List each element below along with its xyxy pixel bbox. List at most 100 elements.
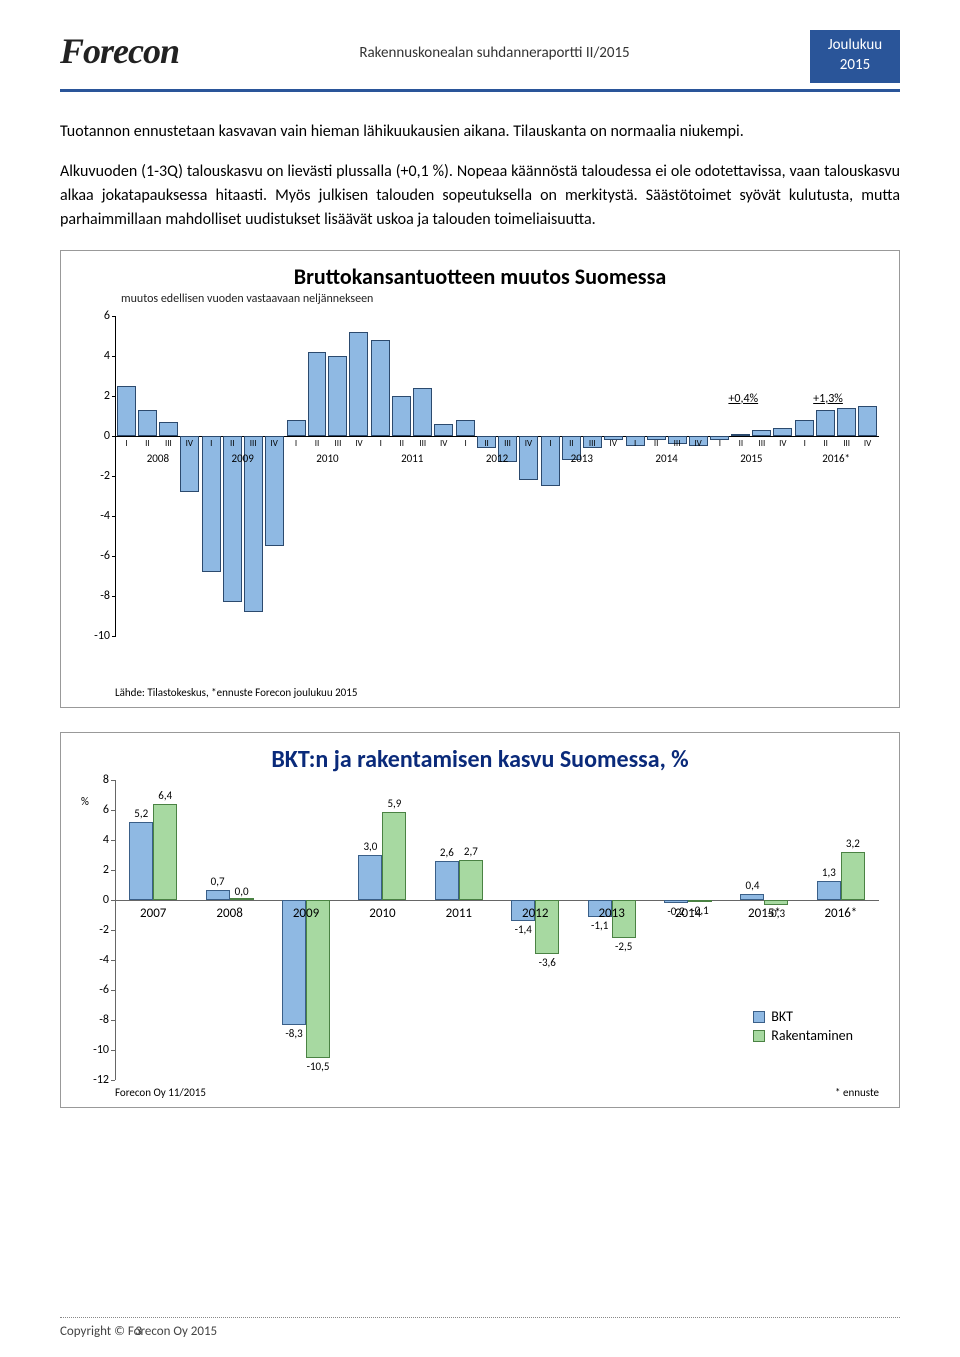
- chart2-year-label: 2015*: [726, 906, 802, 921]
- chart1-quarter-label: IV: [689, 438, 708, 449]
- chart1-year-label: 2015: [709, 452, 793, 465]
- chart1-quarter-label: III: [244, 438, 263, 449]
- chart1-bar: [752, 430, 771, 436]
- chart1-quarter-label: I: [117, 438, 136, 449]
- chart2-value-label: -8,3: [279, 1027, 309, 1040]
- chart1-bar: [328, 356, 347, 436]
- chart2-bar: [764, 900, 788, 905]
- chart2-bar: [382, 812, 406, 901]
- chart1-year-label: 2016*: [794, 452, 878, 465]
- paragraph-2: Alkuvuoden (1-3Q) talouskasvu on lieväst…: [60, 160, 900, 232]
- chart1-bar: [456, 420, 475, 436]
- chart2-footer-left: Forecon Oy 11/2015: [115, 1086, 206, 1099]
- chart2-value-label: -10,5: [303, 1060, 333, 1073]
- page-number: 3: [135, 1324, 142, 1339]
- chart2-ytick: 8: [77, 773, 109, 787]
- chart2-value-label: -1,4: [508, 923, 538, 936]
- chart1-bar: [837, 408, 856, 436]
- chart1-bar: [287, 420, 306, 436]
- chart2-legend: BKT Rakentaminen: [747, 1002, 859, 1050]
- chart2-bar: [230, 898, 254, 900]
- chart2-ytick: -6: [77, 983, 109, 997]
- chart1-quarter-label: III: [837, 438, 856, 449]
- chart2-year-label: 2014: [650, 906, 726, 921]
- chart1-quarter-label: III: [668, 438, 687, 449]
- chart1-quarter-label: IV: [519, 438, 538, 449]
- chart1-bar: [138, 410, 157, 436]
- page-header: Forecon Rakennuskonealan suhdanneraportt…: [60, 30, 900, 92]
- chart2-footer-right: * ennuste: [835, 1086, 879, 1099]
- chart2-ytick: 2: [77, 863, 109, 877]
- chart1-quarter-label: III: [159, 438, 178, 449]
- chart2-bar: [129, 822, 153, 900]
- chart1-bar: [773, 428, 792, 436]
- chart1-bar: [795, 420, 814, 436]
- chart1-ytick: 0: [78, 429, 110, 443]
- badge-month: Joulukuu: [824, 36, 886, 56]
- chart2-year-label: 2011: [421, 906, 497, 921]
- chart1-ytick: 6: [78, 309, 110, 323]
- chart1-bar: [413, 388, 432, 436]
- chart1-bar: [858, 406, 877, 436]
- chart1-quarter-label: III: [328, 438, 347, 449]
- chart1-title: Bruttokansantuotteen muutos Suomessa: [71, 263, 889, 290]
- chart1-quarter-label: IV: [604, 438, 623, 449]
- chart1-bar: [349, 332, 368, 436]
- chart1-ytick: -10: [78, 629, 110, 643]
- chart1-quarter-label: IV: [180, 438, 199, 449]
- chart1-bar: [816, 410, 835, 436]
- chart1-annotation: +0,4%: [726, 392, 760, 406]
- chart1-quarter-label: II: [308, 438, 327, 449]
- chart1-bar: [371, 340, 390, 436]
- chart1-quarter-label: I: [795, 438, 814, 449]
- chart2-ytick: -10: [77, 1043, 109, 1057]
- chart1-subtitle: muutos edellisen vuoden vastaavaan neljä…: [121, 292, 889, 306]
- legend-item: BKT: [753, 1008, 853, 1025]
- chart2-ytick: -4: [77, 953, 109, 967]
- paragraph-1: Tuotannon ennustetaan kasvavan vain hiem…: [60, 120, 900, 144]
- chart2-year-label: 2013: [573, 906, 649, 921]
- chart1-quarter-label: II: [647, 438, 666, 449]
- chart1-bar: [159, 422, 178, 436]
- badge-year: 2015: [824, 56, 886, 76]
- logo: Forecon: [60, 30, 179, 72]
- chart1-source: Lähde: Tilastokeskus, *ennuste Forecon j…: [115, 686, 889, 699]
- chart2-year-label: 2007: [115, 906, 191, 921]
- legend-swatch: [753, 1011, 765, 1023]
- chart1-quarter-label: II: [477, 438, 496, 449]
- chart1-year-label: 2014: [625, 452, 709, 465]
- chart1-quarter-label: I: [456, 438, 475, 449]
- chart2-value-label: 1,3: [814, 866, 844, 879]
- chart2-year-label: 2008: [191, 906, 267, 921]
- chart1-bar: [434, 424, 453, 436]
- chart2-value-label: 0,4: [737, 879, 767, 892]
- chart1-year-label: 2010: [286, 452, 370, 465]
- chart1-year-label: 2008: [116, 452, 200, 465]
- chart2-title: BKT:n ja rakentamisen kasvu Suomessa, %: [71, 745, 889, 774]
- chart1-quarter-label: IV: [349, 438, 368, 449]
- chart1-ytick: -8: [78, 589, 110, 603]
- legend-label: Rakentaminen: [771, 1027, 853, 1044]
- chart2-value-label: 6,4: [150, 789, 180, 802]
- chart1-ytick: 4: [78, 349, 110, 363]
- legend-label: BKT: [771, 1008, 793, 1025]
- date-badge: Joulukuu 2015: [810, 30, 900, 83]
- chart2-bar: [358, 855, 382, 900]
- chart1-quarter-label: III: [583, 438, 602, 449]
- chart2-year-label: 2016*: [803, 906, 879, 921]
- chart1-quarter-label: II: [562, 438, 581, 449]
- chart1-quarter-label: IV: [434, 438, 453, 449]
- chart2-bar: [435, 861, 459, 900]
- chart1-quarter-label: II: [138, 438, 157, 449]
- chart2-bar: [817, 881, 841, 901]
- chart2-bar: [841, 852, 865, 900]
- chart2-value-label: 5,2: [126, 807, 156, 820]
- chart2-value-label: 0,0: [227, 885, 257, 898]
- chart1-quarter-label: I: [710, 438, 729, 449]
- chart1-ytick: -4: [78, 509, 110, 523]
- chart1-quarter-label: II: [392, 438, 411, 449]
- chart1-quarter-label: IV: [858, 438, 877, 449]
- chart1-quarter-label: I: [287, 438, 306, 449]
- chart2-value-label: 2,7: [456, 845, 486, 858]
- chart2-bar: [306, 900, 330, 1058]
